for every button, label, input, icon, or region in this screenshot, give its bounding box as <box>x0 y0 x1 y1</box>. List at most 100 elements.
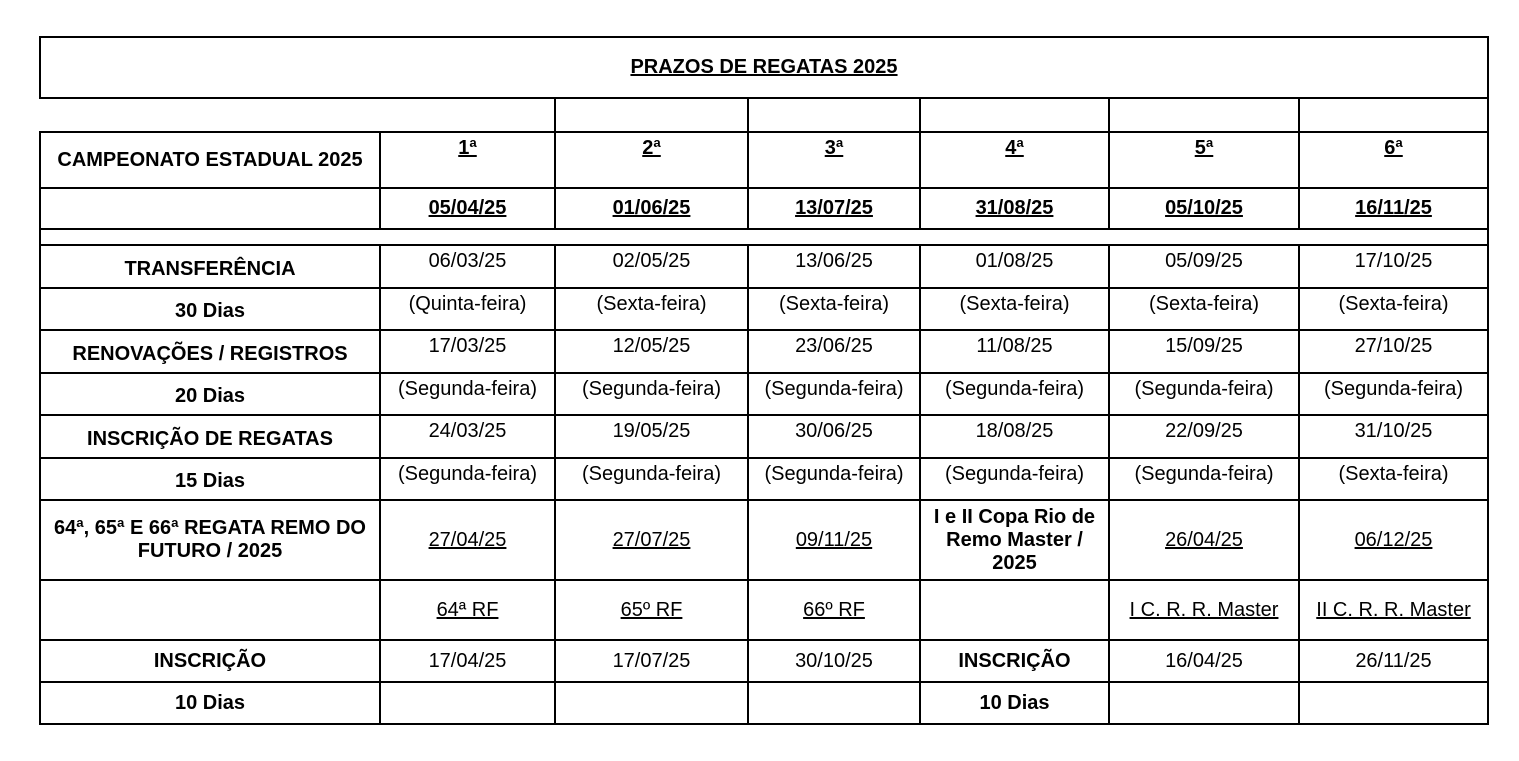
stage-date-text: 05/04/25 <box>428 197 507 219</box>
deadline-value: (Segunda-feira) <box>379 457 556 501</box>
deadline-value: (Sexta-feira) <box>919 287 1110 331</box>
deadline-value: (Quinta-feira) <box>379 287 556 331</box>
deadlines-table: PRAZOS DE REGATAS 2025 CAMPEONATO ESTADUA… <box>39 36 1489 725</box>
event-value: 09/11/25 <box>747 499 921 581</box>
deadline-label: 20 Dias <box>39 372 381 416</box>
stage-number: 6ª <box>1298 131 1489 189</box>
deadline-row: 30 Dias (Quinta-feira) (Sexta-feira) (Sexta… <box>39 287 1489 331</box>
deadline-value: (Sexta-feira) <box>1298 457 1489 501</box>
deadline-value: (Segunda-feira) <box>554 457 749 501</box>
deadline-label: 15 Dias <box>39 457 381 501</box>
deadline-value: 05/09/25 <box>1108 244 1300 289</box>
event-value: 26/04/25 <box>1108 499 1300 581</box>
deadline-value: (Sexta-feira) <box>1298 287 1489 331</box>
event-value-text: 27/04/25 <box>428 528 507 551</box>
blank-cell <box>1298 97 1489 133</box>
event-row: 64ª, 65ª E 66ª REGATA REMO DO FUTURO / 2… <box>39 499 1489 581</box>
deadline-value: 06/03/25 <box>379 244 556 289</box>
dias-value <box>379 681 556 725</box>
spacer-row <box>39 228 1489 246</box>
deadline-value: 18/08/25 <box>919 414 1110 459</box>
deadline-value: 15/09/25 <box>1108 329 1300 374</box>
stage-date-text: 31/08/25 <box>975 197 1054 219</box>
stage-number: 2ª <box>554 131 749 189</box>
deadline-value: (Segunda-feira) <box>379 372 556 416</box>
event-value: I e II Copa Rio de Remo Master / 2025 <box>919 499 1110 581</box>
inscricao-value: 17/07/25 <box>554 639 749 683</box>
deadline-row: 20 Dias (Segunda-feira) (Segunda-feira) (Se… <box>39 372 1489 416</box>
stage-number: 3ª <box>747 131 921 189</box>
dias-value <box>1108 681 1300 725</box>
event-name: 66º RF <box>747 579 921 641</box>
deadline-label: INSCRIÇÃO DE REGATAS <box>39 414 381 459</box>
event-value: 06/12/25 <box>1298 499 1489 581</box>
event-value-text: 27/07/25 <box>612 528 691 551</box>
event-value: 27/04/25 <box>379 499 556 581</box>
deadline-value: 17/10/25 <box>1298 244 1489 289</box>
event-value-text: 09/11/25 <box>795 528 873 551</box>
deadline-value: (Segunda-feira) <box>1108 457 1300 501</box>
deadline-value: 30/06/25 <box>747 414 921 459</box>
blank-cell <box>554 97 749 133</box>
stage-date-text: 13/07/25 <box>795 197 873 219</box>
event-name: II C. R. R. Master <box>1298 579 1489 641</box>
stage-date: 16/11/25 <box>1298 187 1489 230</box>
blank-cell <box>1108 97 1300 133</box>
stage-date: 01/06/25 <box>554 187 749 230</box>
stage-date-text: 16/11/25 <box>1355 197 1432 219</box>
page-title: PRAZOS DE REGATAS 2025 <box>630 56 898 78</box>
blank-row <box>40 97 1489 133</box>
event-value-text: 26/04/25 <box>1165 528 1243 551</box>
deadline-value: 19/05/25 <box>554 414 749 459</box>
stage-number-text: 6ª <box>1384 137 1403 159</box>
deadline-value: 23/06/25 <box>747 329 921 374</box>
dias-value: 10 Dias <box>919 681 1110 725</box>
deadline-value: (Segunda-feira) <box>554 372 749 416</box>
event-name: 64ª RF <box>379 579 556 641</box>
deadline-value: 12/05/25 <box>554 329 749 374</box>
deadline-label: RENOVAÇÕES / REGISTROS <box>39 329 381 374</box>
deadline-value: (Segunda-feira) <box>919 457 1110 501</box>
inscricao-value: 16/04/25 <box>1108 639 1300 683</box>
dias-label: 10 Dias <box>39 681 381 725</box>
blank-cell <box>747 97 921 133</box>
deadline-value: (Sexta-feira) <box>747 287 921 331</box>
event-name <box>919 579 1110 641</box>
inscricao-value: 30/10/25 <box>747 639 921 683</box>
inscricao-row: INSCRIÇÃO 17/04/25 17/07/25 30/10/25 INSCRIÇ… <box>39 639 1489 683</box>
empty-cell <box>39 187 381 230</box>
inscricao-value: 26/11/25 <box>1298 639 1489 683</box>
deadline-value: 27/10/25 <box>1298 329 1489 374</box>
stage-date-text: 01/06/25 <box>612 197 691 219</box>
deadline-value: (Sexta-feira) <box>554 287 749 331</box>
deadline-row: 15 Dias (Segunda-feira) (Segunda-feira) (Se… <box>39 457 1489 501</box>
event-name: 65º RF <box>554 579 749 641</box>
deadline-value: (Segunda-feira) <box>919 372 1110 416</box>
stage-number: 1ª <box>379 131 556 189</box>
inscricao-value: INSCRIÇÃO <box>919 639 1110 683</box>
stage-date: 13/07/25 <box>747 187 921 230</box>
stage-row: CAMPEONATO ESTADUAL 2025 1ª 2ª 3ª 4ª 5ª 6ª <box>39 131 1489 189</box>
event-label: 64ª, 65ª E 66ª REGATA REMO DO FUTURO / 2… <box>39 499 381 581</box>
event-value-text: 06/12/25 <box>1354 528 1433 551</box>
deadline-value: 11/08/25 <box>919 329 1110 374</box>
inscricao-value: 17/04/25 <box>379 639 556 683</box>
dias-value <box>747 681 921 725</box>
deadline-value: 13/06/25 <box>747 244 921 289</box>
deadline-value: 02/05/25 <box>554 244 749 289</box>
dias-value <box>554 681 749 725</box>
stage-date-text: 05/10/25 <box>1165 197 1243 219</box>
stage-number-text: 1ª <box>458 137 477 159</box>
spacer-cell <box>39 228 1489 246</box>
stage-number-text: 4ª <box>1005 137 1024 159</box>
stage-date-row: 05/04/25 01/06/25 13/07/25 31/08/25 05/10/25… <box>39 187 1489 230</box>
title-row: PRAZOS DE REGATAS 2025 <box>39 36 1489 99</box>
stage-date: 05/04/25 <box>379 187 556 230</box>
deadline-value: (Segunda-feira) <box>747 372 921 416</box>
event-name: I C. R. R. Master <box>1108 579 1300 641</box>
event-name-text: 64ª RF <box>436 598 499 621</box>
deadline-label: TRANSFERÊNCIA <box>39 244 381 289</box>
deadline-value: (Segunda-feira) <box>747 457 921 501</box>
event-name-text: I C. R. R. Master <box>1129 598 1279 621</box>
event-value: 27/07/25 <box>554 499 749 581</box>
